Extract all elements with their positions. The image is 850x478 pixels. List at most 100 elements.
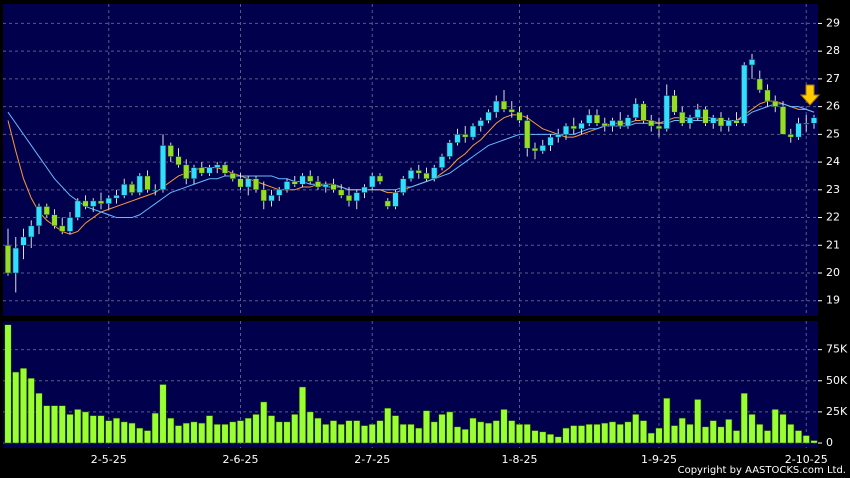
- volume-bar: [252, 414, 260, 444]
- volume-bar: [810, 440, 818, 444]
- volume-bar: [469, 417, 477, 444]
- candle-body: [485, 111, 492, 121]
- candle-body: [51, 214, 58, 227]
- volume-bar: [446, 411, 454, 444]
- candle-body: [748, 59, 756, 66]
- volume-bar: [306, 411, 314, 444]
- candle-body: [586, 114, 593, 124]
- volume-bar: [663, 397, 671, 444]
- candle-body: [446, 142, 453, 157]
- volume-bar: [740, 392, 748, 444]
- volume-bar: [291, 414, 299, 444]
- volume-bar: [647, 432, 655, 444]
- volume-bar: [578, 425, 585, 444]
- volume-bar: [12, 371, 20, 444]
- volume-bar: [20, 368, 27, 444]
- x-tick-label: 2-6-25: [223, 453, 259, 466]
- volume-bar: [113, 417, 120, 444]
- volume-bar: [733, 430, 740, 444]
- volume-bar: [562, 427, 570, 444]
- candle-body: [353, 192, 360, 202]
- volume-bar: [616, 424, 624, 444]
- candle-body: [66, 217, 74, 232]
- y-tick-label: 23: [826, 183, 840, 196]
- candle-body: [214, 164, 221, 168]
- candle-body: [369, 175, 376, 188]
- candle-body: [136, 175, 143, 193]
- volume-bar: [229, 421, 237, 444]
- volume-bar: [554, 436, 562, 444]
- candle-body: [648, 120, 655, 127]
- y-tick-label: 28: [826, 44, 840, 57]
- candle-body: [299, 175, 306, 185]
- volume-bar: [361, 425, 368, 444]
- volume-bar: [74, 409, 82, 444]
- candle-body: [183, 164, 190, 179]
- volume-bar: [120, 421, 128, 444]
- volume-bar: [260, 401, 268, 444]
- candle-body: [415, 170, 422, 174]
- volume-bar: [709, 420, 717, 444]
- volume-bar: [609, 421, 616, 444]
- candle-body: [640, 103, 647, 121]
- volume-bar: [454, 426, 461, 444]
- volume-bar: [802, 435, 810, 444]
- candle-body: [97, 200, 105, 204]
- candle-body: [663, 95, 670, 130]
- candle-body: [314, 181, 322, 188]
- candle-body: [547, 136, 554, 146]
- candle-body: [384, 200, 391, 207]
- volume-bar: [167, 417, 175, 444]
- candle-body: [679, 111, 686, 124]
- candle-body: [283, 181, 291, 191]
- y-tick-label: 22: [826, 211, 840, 224]
- y-tick-label: 19: [826, 294, 840, 307]
- candle-body: [772, 100, 779, 107]
- candle-body: [632, 103, 639, 118]
- volume-bar: [136, 427, 144, 444]
- candle-body: [159, 145, 167, 191]
- volume-bar: [151, 412, 159, 444]
- volume-bar: [531, 430, 539, 444]
- candle-body: [531, 147, 539, 152]
- volume-bar: [237, 420, 244, 444]
- volume-bar: [392, 415, 399, 444]
- candle-body: [431, 167, 438, 179]
- candle-body: [237, 178, 244, 188]
- volume-bar: [585, 424, 593, 444]
- candle-body: [167, 145, 174, 157]
- y-tick-label: 25: [826, 127, 840, 140]
- volume-bar: [771, 409, 779, 444]
- volume-bar: [268, 415, 275, 444]
- candle-body: [322, 184, 329, 188]
- volume-bar: [159, 384, 167, 444]
- volume-bar: [182, 422, 190, 444]
- volume-bar: [27, 378, 35, 444]
- y2-tick-label: 50K: [826, 374, 848, 387]
- y-tick-label: 21: [826, 238, 840, 251]
- candle-body: [105, 197, 112, 204]
- volume-bar: [144, 430, 151, 444]
- volume-bar: [299, 386, 306, 444]
- candle-body: [702, 109, 709, 124]
- volume-bar: [492, 420, 500, 444]
- candle-body: [764, 89, 771, 102]
- candle-body: [113, 195, 120, 199]
- candle-body: [400, 178, 407, 193]
- volume-bar: [206, 415, 213, 444]
- candle-body: [20, 236, 27, 246]
- candle-body: [493, 100, 500, 113]
- candle-body: [671, 95, 678, 113]
- volume-bar: [570, 425, 578, 444]
- candle-body: [121, 184, 128, 196]
- volume-bar: [58, 405, 66, 444]
- volume-bar: [547, 434, 554, 444]
- volume-bar: [275, 421, 283, 444]
- candle-body: [175, 156, 182, 166]
- candle-body: [338, 189, 345, 196]
- x-tick-label: 1-9-25: [641, 453, 677, 466]
- volume-bar: [702, 426, 709, 444]
- y-tick-label: 20: [826, 266, 840, 279]
- candle-body: [128, 184, 136, 193]
- candle-body: [144, 175, 151, 191]
